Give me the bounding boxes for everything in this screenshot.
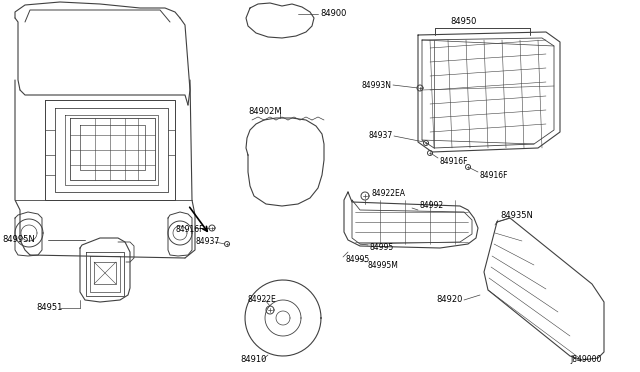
- Text: 84922EA: 84922EA: [372, 189, 406, 198]
- Text: 84920: 84920: [436, 295, 462, 305]
- Text: 84935N: 84935N: [500, 211, 533, 219]
- Text: 84995M: 84995M: [368, 260, 399, 269]
- Text: 84937: 84937: [195, 237, 220, 247]
- Text: 84995: 84995: [345, 256, 369, 264]
- Text: 84992: 84992: [420, 201, 444, 209]
- Text: 84993N: 84993N: [362, 80, 392, 90]
- Text: 84910: 84910: [240, 356, 266, 365]
- Text: J849000: J849000: [570, 356, 602, 365]
- Text: 84900: 84900: [320, 10, 346, 19]
- Text: 84922E: 84922E: [248, 295, 276, 305]
- Text: 84916F: 84916F: [175, 225, 204, 234]
- Text: 84916F: 84916F: [440, 157, 468, 167]
- Text: 84951: 84951: [36, 304, 62, 312]
- Text: 84995N: 84995N: [2, 235, 35, 244]
- Text: 84937: 84937: [369, 131, 393, 141]
- Text: 84916F: 84916F: [480, 170, 509, 180]
- Text: 84950: 84950: [450, 17, 476, 26]
- Text: 84995: 84995: [370, 244, 394, 253]
- Text: 84902M: 84902M: [248, 108, 282, 116]
